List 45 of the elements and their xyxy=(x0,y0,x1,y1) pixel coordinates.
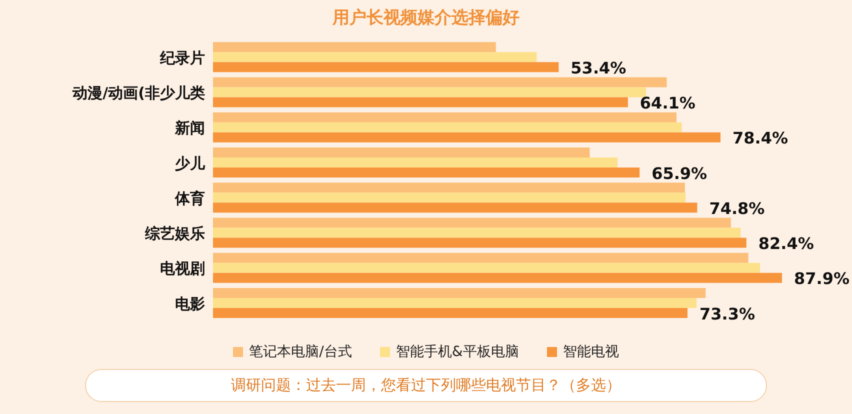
bar xyxy=(213,218,731,228)
bar xyxy=(213,262,760,273)
bar xyxy=(213,238,746,248)
bar xyxy=(213,167,640,178)
legend-label: 笔记本电脑/台式 xyxy=(248,343,352,361)
bar xyxy=(213,112,676,122)
y-tick-label: 纪录片 xyxy=(159,48,205,67)
legend-label: 智能手机&平板电脑 xyxy=(394,343,519,361)
bar xyxy=(213,87,646,98)
legend-label: 智能电视 xyxy=(562,343,619,361)
bar xyxy=(213,252,748,263)
y-tick-label: 少儿 xyxy=(175,154,206,172)
bar xyxy=(213,77,667,88)
data-label: 78.4% xyxy=(732,128,788,148)
y-tick-label: 电视剧 xyxy=(160,260,205,278)
bar xyxy=(213,182,685,193)
y-tick-label: 动漫/动画(非少儿类 xyxy=(72,84,205,102)
y-tick-label: 电影 xyxy=(175,294,205,313)
bar xyxy=(213,298,697,308)
y-tick-label: 新闻 xyxy=(174,119,205,138)
data-label: 53.4% xyxy=(570,58,626,78)
chart-title: 用户长视频媒介选择偏好 xyxy=(331,7,520,30)
bar xyxy=(213,62,559,72)
bar xyxy=(213,97,628,108)
y-tick-label: 体育 xyxy=(174,189,205,208)
data-label: 65.9% xyxy=(652,164,708,183)
bar xyxy=(213,192,686,203)
bar xyxy=(213,157,618,168)
bar xyxy=(213,52,537,62)
bar xyxy=(213,288,706,298)
bar xyxy=(213,147,590,158)
text: 调研问题：过去一周，您看过下列哪些电视节目？（多选） xyxy=(85,369,767,402)
bar xyxy=(213,272,782,283)
data-label: 82.4% xyxy=(758,234,814,254)
y-tick-label: 综艺娱乐 xyxy=(144,224,205,243)
bar xyxy=(213,202,698,213)
data-label: 64.1% xyxy=(640,94,696,113)
bar xyxy=(213,42,496,52)
bar xyxy=(213,132,721,142)
bar xyxy=(213,308,688,318)
data-label: 87.9% xyxy=(794,269,850,288)
data-label: 74.8% xyxy=(709,198,765,218)
bar xyxy=(213,228,741,238)
data-label: 73.3% xyxy=(699,304,756,324)
bar xyxy=(213,122,682,132)
